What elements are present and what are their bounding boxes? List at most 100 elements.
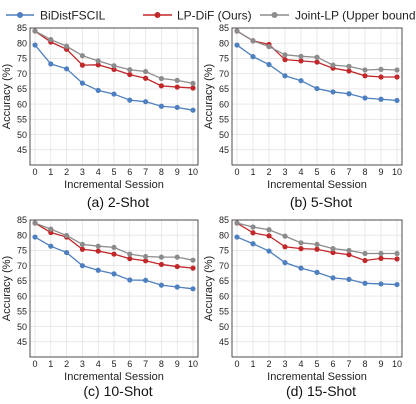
x-tick-label: 1 [250,359,255,369]
data-point [282,57,288,63]
x-tick-label: 10 [392,359,402,369]
y-axis-label: Accuracy (%) [1,256,13,321]
x-tick-label: 10 [392,167,402,177]
data-point [362,67,368,73]
series-bidist [32,234,196,292]
data-point [298,265,304,271]
data-point [127,256,133,262]
x-tick-label: 0 [234,359,239,369]
legend-item: LP-DiF (Ours) [143,9,252,23]
data-point [378,74,384,80]
data-point [111,244,117,250]
x-axis-label: Incremental Session [64,371,164,383]
data-point [95,87,101,94]
data-point [143,277,149,283]
x-tick-label: 6 [127,359,132,369]
plot-frame [29,27,199,166]
data-point [48,61,54,67]
data-point [362,250,368,257]
x-tick-label: 9 [175,167,180,177]
data-point [111,251,117,257]
x-tick-label: 0 [234,167,239,177]
x-tick-label: 9 [175,359,180,369]
x-tick-label: 4 [298,359,303,369]
legend-label: LP-DiF (Ours) [177,9,252,23]
data-point [95,248,101,254]
data-point [32,42,38,48]
x-tick-label: 3 [80,359,85,369]
data-point [330,275,336,281]
x-tick-label: 5 [111,167,116,177]
data-point [174,77,180,83]
panel-caption: (d) 15-Shot [286,383,356,399]
legend-label: BiDistFSCIL [40,9,106,23]
data-point [298,240,304,246]
data-point [79,241,85,247]
data-point [143,99,149,105]
y-tick-label: 55 [17,115,27,125]
data-point [127,67,133,73]
legend-item: BiDistFSCIL [6,9,106,23]
data-point [95,58,101,64]
x-tick-label: 6 [127,167,132,177]
data-point [234,28,240,34]
data-point [298,53,304,59]
data-point [266,43,272,50]
data-point [394,74,400,80]
data-point [174,254,180,260]
y-tick-label: 85 [17,23,27,33]
y-tick-label: 50 [219,130,229,140]
data-point [79,80,85,86]
data-point [190,265,196,271]
data-point [266,227,272,233]
data-point [127,71,133,78]
data-point [79,246,85,252]
data-point [330,89,336,95]
x-tick-label: 5 [314,167,319,177]
data-point [346,91,352,97]
x-tick-label: 10 [188,167,198,177]
x-axis-label: Incremental Session [267,179,367,191]
data-point [362,280,368,286]
x-tick-label: 4 [96,167,101,177]
x-tick-label: 0 [32,359,37,369]
y-tick-label: 75 [17,246,27,256]
data-point [234,234,240,240]
data-point [48,36,54,43]
y-tick-label: 50 [17,130,27,140]
legend-swatch-marker [154,12,161,18]
y-tick-label: 60 [17,99,27,109]
data-point [282,52,288,58]
plot-frame [29,219,199,358]
plot-frame [231,219,403,358]
y-tick-label: 70 [17,69,27,79]
data-point [362,95,368,101]
data-point [158,282,164,288]
data-point [32,234,38,240]
y-tick-label: 70 [219,261,229,271]
y-tick-label: 75 [17,54,27,64]
data-point [394,250,400,257]
data-point [298,78,304,84]
data-point [250,54,256,60]
x-tick-label: 3 [282,167,287,177]
x-tick-label: 2 [64,359,69,369]
data-point [282,244,288,250]
data-point [190,80,196,87]
y-tick-label: 80 [17,230,27,240]
data-point [394,281,400,288]
series-bidist [234,234,400,288]
data-point [79,263,85,269]
data-point [174,284,180,290]
data-point [266,61,272,68]
x-axis-label: Incremental Session [64,179,164,191]
data-point [174,84,180,90]
x-tick-label: 1 [250,167,255,177]
x-tick-label: 7 [143,359,148,369]
y-tick-label: 45 [219,145,229,155]
y-tick-label: 80 [219,38,229,48]
data-point [314,54,320,60]
